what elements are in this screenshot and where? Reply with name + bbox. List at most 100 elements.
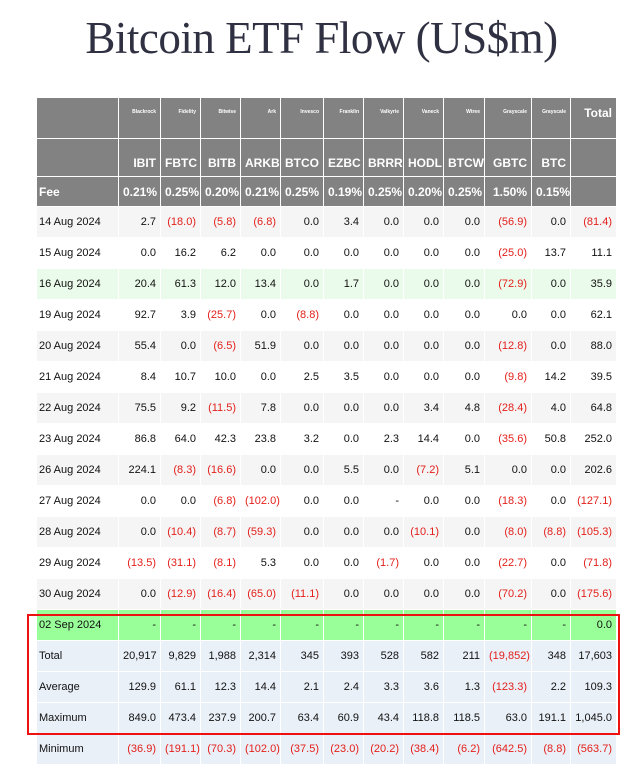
flow-cell: 0.0 [531, 578, 571, 610]
flow-cell: 0.0 [531, 268, 571, 300]
flow-cell: 51.9 [240, 330, 281, 362]
ticker-label: IBIT [118, 138, 161, 177]
fee-value: 0.25% [363, 176, 404, 207]
flow-cell: 2.5 [280, 361, 324, 393]
table-row: 23 Aug 2024 86.8 64.0 42.3 23.8 3.2 0.0 2.3 14.4… [36, 423, 617, 455]
flow-cell: 64.0 [160, 423, 201, 455]
flow-cell: 3.5 [323, 361, 364, 393]
fee-value: 0.25% [280, 176, 324, 207]
total-cell: 39.5 [570, 361, 617, 393]
summary-value: 20,917 [118, 640, 161, 672]
flow-cell: 0.0 [118, 578, 161, 610]
flow-cell: 0.0 [280, 206, 324, 238]
flow-cell: 0.0 [323, 578, 364, 610]
flow-cell: (72.9) [484, 268, 532, 300]
summary-value: 63.4 [280, 702, 324, 734]
flow-cell: 0.0 [443, 361, 485, 393]
table-body: Blackrock Fidelity Bitwise Ark Invesco Frankl… [36, 97, 617, 765]
table-row: 21 Aug 2024 8.4 10.7 10.0 0.0 2.5 3.5 0.0 0.0 0.0… [36, 361, 617, 393]
fee-value: 0.21% [118, 176, 161, 207]
flow-cell: (35.6) [484, 423, 532, 455]
flow-cell: 0.0 [403, 268, 444, 300]
total-cell: (127.1) [570, 485, 617, 517]
issuer-header-row: Blackrock Fidelity Bitwise Ark Invesco Frankl… [36, 97, 617, 139]
summary-value: 12.3 [200, 671, 241, 703]
flow-cell: 1.7 [323, 268, 364, 300]
flow-cell: 0.0 [443, 268, 485, 300]
issuer-label: Fidelity [160, 97, 201, 139]
flow-cell: 0.0 [531, 454, 571, 486]
flow-cell: 20.4 [118, 268, 161, 300]
summary-value: 63.0 [484, 702, 532, 734]
issuer-label: Blackrock [118, 97, 161, 139]
flow-cell: (8.8) [531, 516, 571, 548]
flow-cell: (6.5) [200, 330, 241, 362]
flow-cell: 0.0 [118, 516, 161, 548]
flow-cell: 0.0 [403, 237, 444, 269]
flow-cell: 0.0 [323, 299, 364, 331]
ticker-header-row: IBIT FBTC BITB ARKB BTCO EZBC BRRR HODL BTCW GBTC… [36, 138, 617, 177]
flow-cell: 0.0 [443, 516, 485, 548]
ticker-label: HODL [403, 138, 444, 177]
table-row: 02 Sep 2024- - - - - - - - - - -0.0 [36, 609, 617, 641]
issuer-label: Ark [240, 97, 281, 139]
flow-cell: - [363, 485, 404, 517]
date-cell: 02 Sep 2024 [36, 609, 119, 641]
flow-cell: 0.0 [443, 299, 485, 331]
ticker-label: BRRR [363, 138, 404, 177]
ticker-label [36, 138, 119, 177]
date-cell: 14 Aug 2024 [36, 206, 119, 238]
ticker-label: BTC [531, 138, 571, 177]
flow-cell: 0.0 [160, 330, 201, 362]
flow-cell: 0.0 [531, 299, 571, 331]
ticker-label: BTCW [443, 138, 485, 177]
summary-value: (20.2) [363, 733, 404, 765]
total-cell: 252.0 [570, 423, 617, 455]
flow-cell: - [160, 609, 201, 641]
flow-cell: (16.6) [200, 454, 241, 486]
summary-value: 1,988 [200, 640, 241, 672]
total-cell: (71.8) [570, 547, 617, 579]
summary-value: (191.1) [160, 733, 201, 765]
date-cell: 15 Aug 2024 [36, 237, 119, 269]
summary-value: 200.7 [240, 702, 281, 734]
summary-value: 14.4 [240, 671, 281, 703]
flow-cell: - [484, 609, 532, 641]
flow-cell: 0.0 [403, 330, 444, 362]
flow-cell: 0.0 [280, 237, 324, 269]
flow-cell: 0.0 [323, 392, 364, 424]
fee-value [570, 176, 617, 207]
date-cell: 19 Aug 2024 [36, 299, 119, 331]
flow-cell: 0.0 [280, 392, 324, 424]
flow-cell: - [118, 609, 161, 641]
flow-cell: 0.0 [280, 485, 324, 517]
summary-value: (563.7) [570, 733, 617, 765]
flow-cell: (9.8) [484, 361, 532, 393]
flow-cell: 0.0 [531, 330, 571, 362]
summary-value: 129.9 [118, 671, 161, 703]
flow-cell: (8.8) [280, 299, 324, 331]
summary-value: 9,829 [160, 640, 201, 672]
table-row: 28 Aug 2024 0.0 (10.4) (8.7) (59.3) 0.0 0.0 0.0… [36, 516, 617, 548]
flow-cell: 0.0 [443, 237, 485, 269]
issuer-label: Franklin [323, 97, 364, 139]
summary-value: 60.9 [323, 702, 364, 734]
summary-row: Total 20,917 9,829 1,988 2,314 345 393 528 582 21… [36, 640, 617, 672]
summary-value: (23.0) [323, 733, 364, 765]
total-cell: (175.6) [570, 578, 617, 610]
total-cell: 35.9 [570, 268, 617, 300]
flow-cell: 3.9 [160, 299, 201, 331]
date-cell: 30 Aug 2024 [36, 578, 119, 610]
flow-cell: - [240, 609, 281, 641]
flow-cell: (16.4) [200, 578, 241, 610]
flow-cell: - [531, 609, 571, 641]
date-cell: 28 Aug 2024 [36, 516, 119, 548]
flow-cell: 0.0 [160, 485, 201, 517]
fee-label: Fee [36, 176, 119, 207]
summary-value: (37.5) [280, 733, 324, 765]
flow-cell: 0.0 [323, 547, 364, 579]
flow-cell: 0.0 [403, 485, 444, 517]
flow-cell: 0.0 [363, 361, 404, 393]
etf-flow-table: Blackrock Fidelity Bitwise Ark Invesco Frankl… [36, 97, 617, 765]
flow-cell: (6.8) [240, 206, 281, 238]
